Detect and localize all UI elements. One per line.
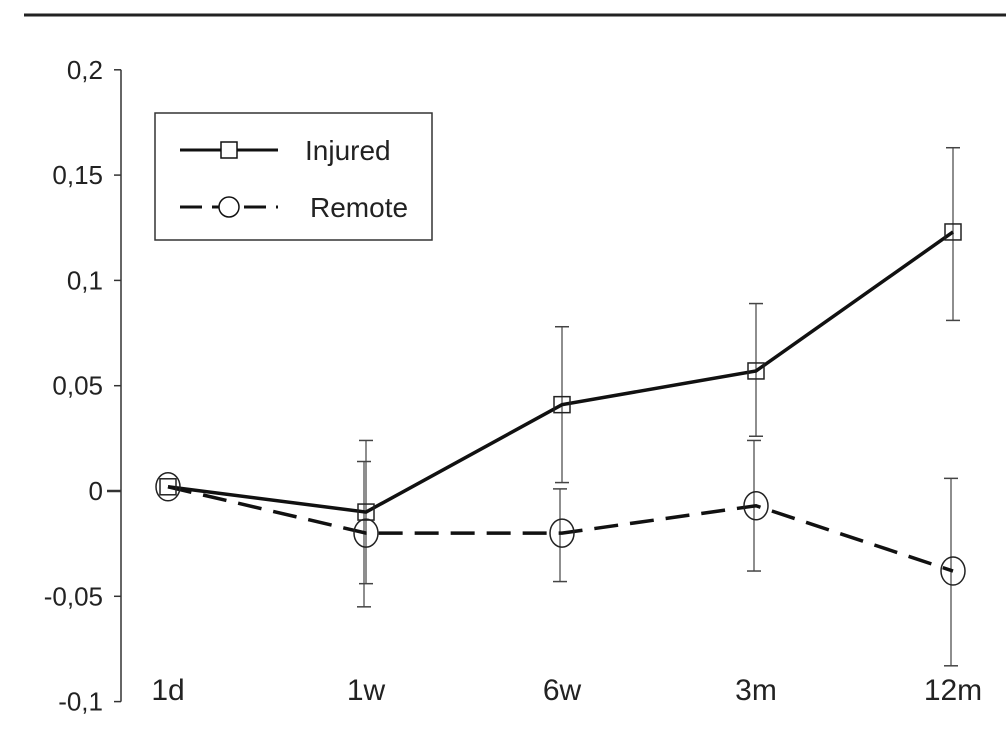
y-tick-label: -0,05 [44, 581, 103, 611]
x-tick-label: 3m [735, 674, 777, 707]
y-tick-label: 0,15 [52, 160, 103, 190]
series-markers [155, 223, 966, 586]
y-tick-label: 0,05 [52, 371, 103, 401]
y-tick-label: 0 [89, 476, 103, 506]
x-tick-label: 6w [543, 674, 582, 707]
series-lines [167, 230, 955, 573]
data-point-injured [159, 478, 177, 496]
legend-box [154, 112, 433, 241]
series-line-injured [167, 230, 955, 514]
data-point-remote [940, 556, 966, 586]
error-bars [357, 146, 960, 667]
data-point-remote [155, 472, 181, 502]
data-point-injured [553, 395, 571, 414]
legend: Injured Remote [154, 112, 433, 241]
legend-remote-marker [218, 196, 240, 218]
y-tick-label: 0,1 [67, 265, 103, 295]
legend-injured-marker [220, 141, 238, 159]
x-tick-label: 12m [924, 674, 982, 707]
y-tick-label: -0,1 [58, 687, 103, 717]
y-axis: -0,1 -0,05 0 0,05 0,1 0,15 0,2 [44, 55, 122, 717]
x-axis-labels: 1d 1w 6w 3m 12m [151, 674, 982, 707]
series-line-remote [167, 485, 954, 573]
x-tick-label: 1w [347, 674, 386, 707]
legend-remote-label: Remote [310, 192, 408, 223]
data-point-remote [353, 518, 379, 548]
data-point-injured [747, 362, 765, 380]
data-point-injured [944, 223, 962, 241]
data-point-remote [743, 490, 769, 521]
y-tick-label: 0,2 [67, 55, 103, 85]
legend-injured-label: Injured [305, 135, 391, 166]
data-point-remote [549, 518, 575, 548]
data-point-injured [357, 503, 375, 521]
x-tick-label: 1d [151, 674, 184, 707]
